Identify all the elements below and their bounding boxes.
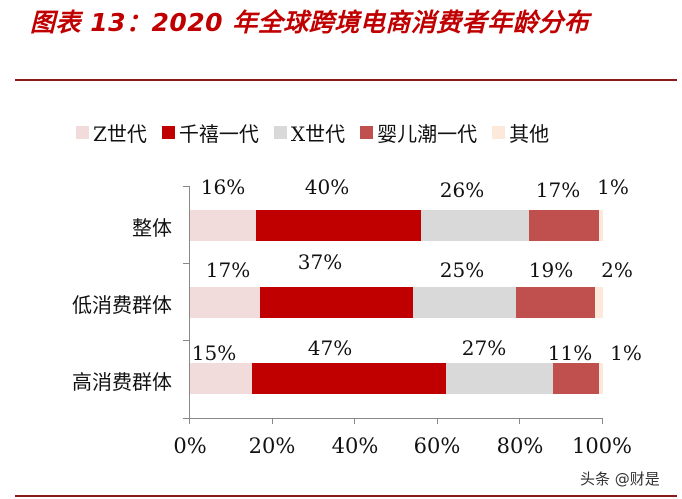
data-label: 11% (547, 341, 593, 365)
bar-segment-boomers (528, 210, 599, 241)
legend-swatch-millennials (161, 125, 175, 139)
data-label: 26% (439, 178, 485, 202)
bar-segment-millennials (260, 287, 413, 318)
bar-segment-boomers (553, 363, 599, 394)
x-tick (272, 418, 273, 424)
watermark: 头条 @财是 (580, 470, 660, 488)
bar-segment-millennials (256, 210, 422, 241)
bar-segment-other (598, 363, 603, 394)
legend-label: 其他 (509, 121, 550, 146)
chart-title: 图表 13：2020 年全球跨境电商消费者年龄分布 (30, 8, 590, 37)
bar-segment-gen-x (421, 210, 529, 241)
data-label: 2% (601, 258, 633, 282)
data-label: 40% (304, 175, 350, 199)
x-tick (189, 418, 190, 424)
legend-label: X世代 (290, 121, 346, 146)
y-tick (183, 340, 190, 341)
bar-segment-gen-z (190, 363, 252, 394)
data-label: 37% (297, 250, 343, 274)
legend-item-gen-x: X世代 (273, 118, 346, 147)
chart-legend: Z世代 千禧一代 X世代 婴儿潮一代 其他 (76, 118, 564, 147)
legend-item-gen-z: Z世代 (76, 118, 147, 147)
x-tick-label: 60% (413, 434, 461, 458)
bar-segment-millennials (251, 363, 447, 394)
x-axis (183, 418, 603, 419)
bar-row-high-spend (190, 363, 603, 394)
x-tick-label: 0% (173, 434, 207, 458)
legend-label: 千禧一代 (178, 121, 259, 146)
category-label-overall: 整体 (132, 216, 172, 240)
legend-item-boomers: 婴儿潮一代 (360, 118, 477, 147)
legend-swatch-boomers (360, 125, 374, 139)
legend-item-other: 其他 (492, 118, 549, 147)
legend-swatch-other (492, 125, 506, 139)
x-tick-label: 100% (571, 434, 633, 458)
legend-swatch-gen-x (273, 125, 287, 139)
x-tick (437, 418, 438, 424)
bar-segment-other (598, 210, 603, 241)
x-tick-label: 20% (248, 434, 296, 458)
category-label-high-spend: 高消费群体 (72, 370, 172, 394)
bottom-divider (15, 495, 677, 497)
x-tick (602, 418, 603, 424)
category-label-low-spend: 低消费群体 (72, 293, 172, 317)
data-label: 19% (528, 258, 574, 282)
bar-segment-gen-z (190, 287, 261, 318)
data-label: 25% (439, 258, 485, 282)
x-tick-label: 80% (496, 434, 544, 458)
bar-segment-gen-x (446, 363, 554, 394)
y-tick (183, 263, 190, 264)
data-label: 16% (200, 175, 246, 199)
data-label: 1% (597, 175, 629, 199)
y-tick (183, 186, 190, 187)
legend-label: Z世代 (93, 121, 147, 146)
legend-swatch-gen-z (76, 125, 89, 139)
bar-segment-gen-z (190, 210, 257, 241)
data-label: 47% (307, 336, 353, 360)
bar-row-overall (190, 210, 603, 241)
x-tick (354, 418, 355, 424)
data-label: 27% (461, 336, 507, 360)
data-label: 15% (191, 341, 237, 365)
bar-row-low-spend (190, 287, 603, 318)
legend-label: 婴儿潮一代 (377, 121, 478, 146)
data-label: 17% (535, 178, 581, 202)
legend-item-millennials: 千禧一代 (161, 118, 259, 147)
data-label: 1% (610, 341, 642, 365)
data-label: 17% (205, 258, 251, 282)
x-tick (519, 418, 520, 424)
y-axis (189, 186, 190, 419)
x-tick-label: 40% (331, 434, 379, 458)
bar-segment-gen-x (413, 287, 517, 318)
bar-segment-other (594, 287, 603, 318)
bar-segment-boomers (516, 287, 595, 318)
top-divider (15, 79, 677, 81)
